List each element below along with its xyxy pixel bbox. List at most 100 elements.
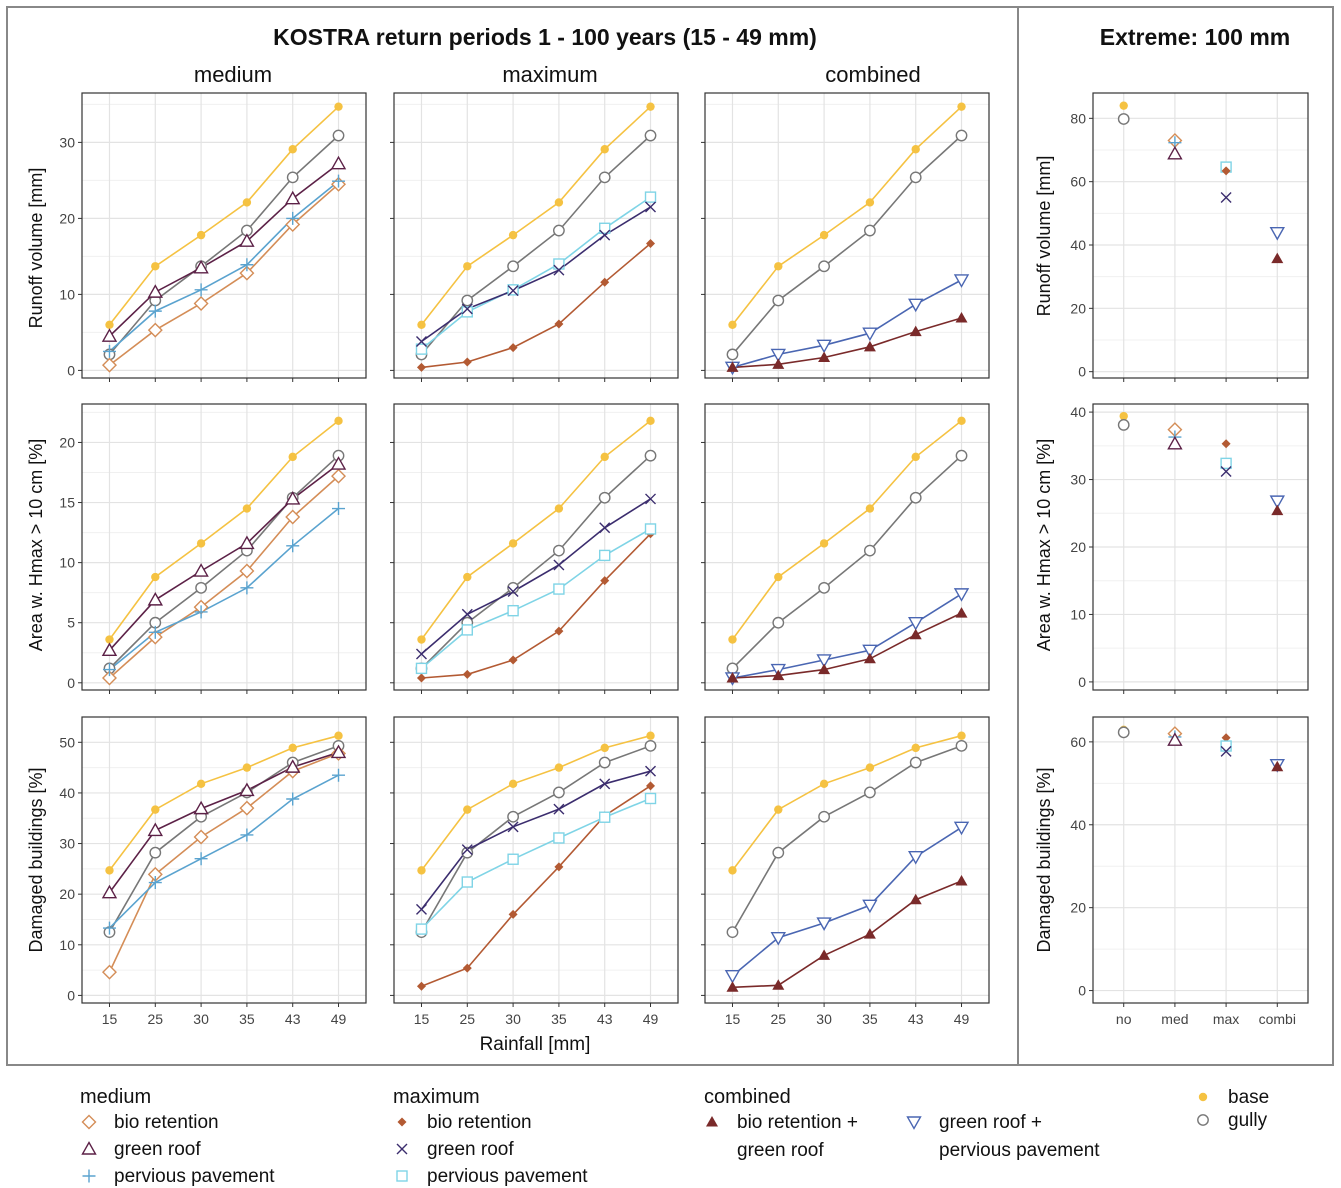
panel-r2-combined-point-comb_bio_green <box>909 628 922 640</box>
panel-r3-maximum-line-max_bio <box>421 785 651 988</box>
panel-r3-medium-point-med_green <box>330 744 347 759</box>
panel-r3-maximum-point-base <box>508 779 518 789</box>
panel-r1-combined-point-gully <box>726 348 739 361</box>
panel-r2-combined-point-comb_bio_green <box>818 663 831 675</box>
panel-r2-medium-line-gully <box>108 455 340 669</box>
legend-group-title: maximum <box>393 1086 480 1108</box>
panel-r1-medium-point-gully <box>286 171 299 184</box>
panel-r2-maximum-point-max_bio <box>554 626 564 636</box>
panel-r3-medium-point-base <box>196 779 206 789</box>
panel-r2-medium-point-base <box>242 504 252 513</box>
panel-r2-medium-point-med_green <box>285 491 301 505</box>
panel-r1-combined-point-comb_bio_green <box>863 340 876 352</box>
extreme-row-label-area: Area w. Hmax > 10 cm [%] <box>1034 439 1054 652</box>
panel-r3-extreme-point-gully <box>1117 726 1130 739</box>
panel-r2-maximum-point-max_pervious <box>599 549 611 562</box>
panel-r1-maximum-line-gully <box>420 135 652 355</box>
panel-r2-maximum-point-base <box>600 452 609 462</box>
panel-r2-maximum-point-max_pervious <box>553 583 565 595</box>
panel-r3-medium-y-tick-label: 20 <box>59 886 75 902</box>
panel-r3-extreme-x-tick-label: med <box>1161 1011 1188 1027</box>
panel-r2-extreme-point-max_bio <box>1221 439 1231 449</box>
panel-r2-maximum <box>390 403 679 694</box>
panel-r2-maximum-point-max_pervious <box>644 523 657 535</box>
legend-item-max_bio: bio retention <box>397 1112 532 1133</box>
panel-r1-combined-point-base <box>865 198 875 207</box>
panel-r1-maximum-line-max_green <box>421 206 651 343</box>
panel-r3-maximum-line-gully <box>420 745 651 933</box>
panel-r1-medium-point-med_green <box>239 233 255 247</box>
panel-r2-maximum-point-max_bio <box>462 669 472 679</box>
panel-r2-combined-point-base <box>865 504 875 513</box>
panel-r1-extreme-point-max_green <box>1220 192 1232 203</box>
panel-r3-maximum-point-base <box>646 731 655 740</box>
panel-r3-maximum-point-base <box>554 763 564 772</box>
panel-r1-combined <box>701 92 990 382</box>
panel-r3-extreme: 0 20 40 60 no med max combi <box>1070 716 1309 1027</box>
panel-r1-medium-line-gully <box>108 135 340 355</box>
panel-r2-maximum-point-base <box>417 635 426 644</box>
panel-r2-maximum-line-max_bio <box>421 533 652 679</box>
panel-r3-combined-point-base <box>957 731 966 740</box>
panel-r3-combined-x-tick-label: 43 <box>908 1011 924 1027</box>
panel-r1-maximum-point-max_bio <box>462 357 472 367</box>
panel-r2-combined-point-comb_bio_green <box>726 671 739 683</box>
panel-r2-combined-point-comb_bio_green <box>863 652 876 664</box>
panel-r1-extreme-y-tick-label: 0 <box>1078 364 1086 380</box>
panel-r2-maximum-point-max_green <box>507 585 519 597</box>
panel-r3-medium-point-base <box>334 731 343 740</box>
panel-r3-maximum-point-base <box>600 743 609 753</box>
panel-r2-medium-line-med_bio <box>108 475 340 679</box>
panel-r2-combined-point-comb_green_pervious <box>816 654 832 668</box>
panel-r1-maximum-point-base <box>508 230 518 240</box>
panel-r2-medium-point-med_pervious <box>102 663 116 677</box>
panel-r3-combined-x-tick-label: 30 <box>816 1011 832 1027</box>
panel-r3-combined-point-comb_bio_green <box>772 979 785 990</box>
panel-r1-combined-point-comb_bio_green <box>909 325 922 337</box>
panel-r2-medium-border <box>81 403 367 691</box>
panel-r1-maximum-line-max_bio <box>421 242 652 369</box>
panel-r3-maximum-point-base <box>463 805 472 814</box>
panel-r2-extreme-point-base <box>1119 411 1128 421</box>
panel-r3-combined-point-comb_green_pervious <box>816 917 832 931</box>
panel-r1-combined-line-comb_green_pervious <box>732 279 962 369</box>
panel-r3-medium-point-med_pervious <box>332 768 346 782</box>
panel-r2-combined-line-base <box>731 420 962 640</box>
panel-r3-maximum-line-max_pervious <box>420 797 651 930</box>
panel-r3-combined-point-gully <box>726 926 739 939</box>
panel-r2-medium-point-med_bio <box>239 563 255 579</box>
panel-r3-medium-x-tick-label: 25 <box>148 1011 164 1027</box>
panel-r3-combined-point-base <box>911 743 920 753</box>
extreme-row-label-runoff: Runoff volume [mm] <box>1034 156 1054 317</box>
panel-r3-extreme-point-max_pervious <box>1220 740 1232 752</box>
legend-key-base <box>1198 1092 1208 1102</box>
panel-r2-maximum-point-base <box>646 416 655 426</box>
panel-r3-maximum-point-max_bio <box>462 963 472 973</box>
panel-r3-medium-line-med_pervious <box>108 774 339 929</box>
panel-r2-medium-point-med_pervious <box>332 502 346 516</box>
panel-r2-maximum-point-max_green <box>415 648 427 660</box>
panel-r2-medium-y-tick-label: 10 <box>59 555 75 571</box>
panel-r1-extreme-y-tick-label: 80 <box>1070 110 1086 126</box>
panel-r3-combined-point-comb_bio_green <box>909 893 922 905</box>
panel-r3-extreme-point-max_green <box>1220 745 1232 757</box>
panel-r2-medium-y-tick-label: 0 <box>67 675 75 691</box>
panel-r1-maximum-point-base <box>600 145 609 154</box>
panel-r2-extreme-point-max_pervious <box>1220 457 1232 470</box>
panel-r1-maximum-point-max_green <box>507 285 519 297</box>
panel-r3-maximum-point-gully <box>507 810 519 823</box>
panel-r2-combined-point-comb_green_pervious <box>908 617 924 631</box>
panel-r1-maximum-point-max_green <box>461 303 473 315</box>
legend-group-maximum: maximum bio retention green roof pervious p… <box>393 1086 588 1187</box>
panel-r2-medium-point-med_green <box>101 642 118 657</box>
panel-r3-medium-point-med_pervious <box>240 828 254 842</box>
panel-r3-medium-x-tick-label: 30 <box>193 1011 209 1027</box>
panel-r1-medium-y-tick-label: 20 <box>59 210 75 226</box>
panel-r3-maximum-point-max_pervious <box>599 811 611 823</box>
panel-r1-combined-point-base <box>819 230 829 240</box>
row-label-area: Area w. Hmax > 10 cm [%] <box>26 439 46 652</box>
panel-r1-extreme-y-tick-label: 20 <box>1070 300 1086 316</box>
panel-r3-medium-x-tick-label: 35 <box>239 1011 255 1027</box>
panel-r2-combined-point-base <box>957 416 966 426</box>
panel-r2-medium-point-med_pervious <box>148 625 162 639</box>
